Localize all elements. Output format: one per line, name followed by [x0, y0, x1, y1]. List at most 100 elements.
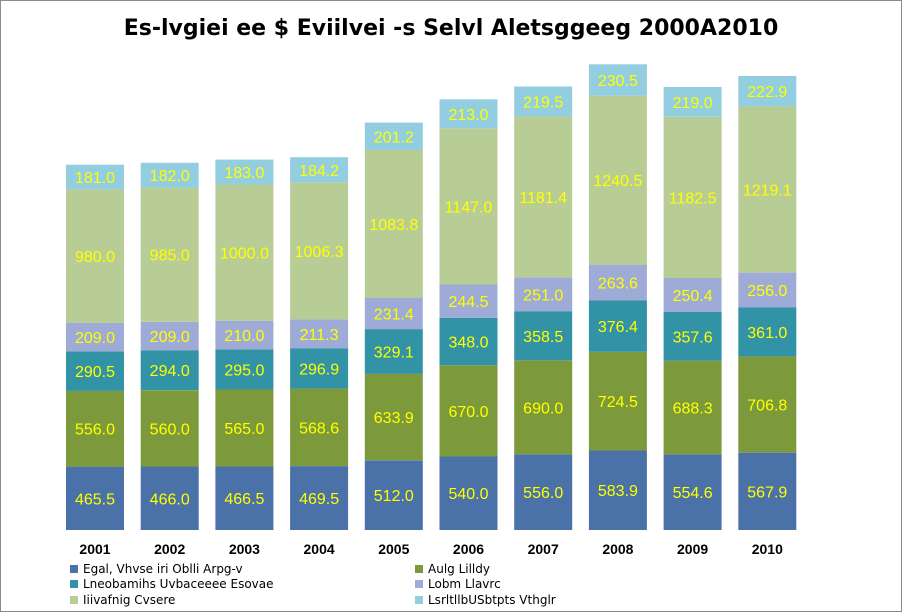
bar-segment-2008-series-1	[588, 450, 647, 530]
legend-swatch	[70, 565, 78, 573]
bar-segment-2003-series-4	[215, 320, 274, 350]
bar-segment-2003-series-2	[215, 389, 274, 467]
bar-segment-2007-series-5	[514, 116, 573, 278]
data-label-2005-series-2: 633.9	[374, 410, 414, 427]
data-label-2008-series-2: 724.5	[598, 394, 638, 411]
bar-segment-2010-series-3	[738, 307, 797, 357]
data-label-2006-series-4: 244.5	[448, 294, 488, 311]
data-label-2005-series-1: 512.0	[374, 488, 414, 505]
data-label-2003-series-2: 565.0	[224, 421, 264, 438]
data-label-2009-series-2: 688.3	[673, 401, 713, 418]
data-label-2008-series-1: 583.9	[598, 483, 638, 500]
data-label-2009-series-6: 219.0	[673, 95, 713, 112]
chart-title: Es-lvgiei ee $ Eviilvei -s Selvl Aletsgg…	[123, 16, 779, 41]
bar-segment-2009-series-4	[663, 277, 722, 312]
bar-segment-2005-series-6	[364, 122, 423, 150]
data-label-2002-series-6: 182.0	[150, 168, 190, 185]
bar-segment-2010-series-4	[738, 272, 797, 308]
bar-segment-2001-series-4	[66, 322, 124, 352]
data-label-2010-series-6: 222.9	[747, 84, 787, 101]
data-label-2005-series-6: 201.2	[374, 129, 414, 146]
legend-label: Lneobamihs Uvbaceeee Esovae	[83, 577, 274, 591]
data-label-2004-series-2: 568.6	[299, 420, 339, 437]
bar-segment-2001-series-1	[66, 466, 124, 530]
data-label-2008-series-5: 1240.5	[593, 173, 642, 190]
data-label-2003-series-5: 1000.0	[220, 246, 269, 263]
bar-segment-2001-series-2	[66, 390, 124, 467]
data-label-2005-series-5: 1083.8	[369, 217, 418, 234]
bar-segment-2008-series-3	[588, 300, 647, 352]
data-label-2001-series-6: 181.0	[75, 170, 115, 187]
data-label-2008-series-4: 263.6	[598, 276, 638, 293]
bar-segment-2006-series-4	[439, 284, 498, 318]
x-tick-label-2010: 2010	[752, 541, 783, 557]
bar-segment-2005-series-2	[364, 373, 423, 461]
bar-segment-2007-series-6	[514, 86, 573, 117]
data-label-2010-series-5: 1219.1	[743, 182, 792, 199]
bar-segment-2001-series-6	[66, 164, 124, 190]
legend-swatch	[415, 596, 423, 604]
legend-swatch	[70, 580, 78, 588]
data-label-2010-series-3: 361.0	[747, 325, 787, 342]
data-label-2003-series-4: 210.0	[224, 328, 264, 345]
legend-label: Egal, Vhvse iri Oblli Arpg-v	[83, 562, 243, 576]
x-tick-label-2007: 2007	[528, 541, 559, 557]
bar-segment-2009-series-5	[663, 116, 722, 279]
bar-segment-2006-series-1	[439, 456, 498, 530]
data-label-2004-series-3: 296.9	[299, 361, 339, 378]
x-tick-label-2004: 2004	[304, 541, 335, 557]
data-label-2006-series-3: 348.0	[448, 335, 488, 352]
bar-segment-2004-series-4	[290, 319, 349, 349]
data-label-2010-series-1: 567.9	[747, 484, 787, 501]
data-label-2009-series-4: 250.4	[673, 288, 713, 305]
legend-swatch	[70, 596, 78, 604]
x-tick-label-2006: 2006	[453, 541, 484, 557]
legend-label: Iiivafnig Cvsere	[83, 593, 176, 607]
bar-segment-2010-series-2	[738, 356, 797, 453]
data-label-2006-series-1: 540.0	[448, 486, 488, 503]
legend-label: Aulg Lilldy	[428, 562, 490, 576]
bar-segment-2004-series-1	[290, 466, 349, 530]
bar-segment-2010-series-5	[738, 106, 797, 273]
bar-segment-2002-series-4	[140, 321, 199, 351]
x-tick-label-2001: 2001	[79, 541, 110, 557]
bar-segment-2007-series-2	[514, 360, 573, 455]
legend-swatch	[415, 580, 423, 588]
bar-segment-2002-series-3	[140, 350, 199, 391]
data-label-2002-series-5: 985.0	[150, 248, 190, 265]
bar-segment-2009-series-1	[663, 454, 722, 530]
legend-label: Lobm Llavrc	[428, 577, 501, 591]
data-label-2001-series-3: 290.5	[75, 364, 115, 381]
data-label-2007-series-6: 219.5	[523, 94, 563, 111]
x-tick-label-2009: 2009	[677, 541, 708, 557]
bar-segment-2006-series-6	[439, 99, 498, 129]
x-tick-label-2002: 2002	[154, 541, 185, 557]
legend-item-series-4: Lobm Llavrc	[415, 577, 501, 591]
bar-segment-2007-series-3	[514, 311, 573, 361]
data-label-2007-series-1: 556.0	[523, 485, 563, 502]
bar-segment-2001-series-3	[66, 351, 124, 391]
data-label-2005-series-3: 329.1	[374, 345, 414, 362]
bar-segment-2003-series-3	[215, 349, 274, 390]
x-tick-label-2005: 2005	[378, 541, 409, 557]
data-label-2004-series-1: 469.5	[299, 491, 339, 508]
data-label-2004-series-6: 184.2	[299, 163, 339, 180]
bar-segment-2003-series-6	[215, 159, 274, 185]
bar-segment-2005-series-5	[364, 150, 423, 298]
data-label-2002-series-4: 209.0	[150, 329, 190, 346]
data-label-2002-series-1: 466.0	[150, 491, 190, 508]
data-label-2003-series-1: 466.5	[224, 491, 264, 508]
legend-item-series-1: Egal, Vhvse iri Oblli Arpg-v	[70, 562, 243, 576]
bar-segment-2006-series-3	[439, 317, 498, 366]
data-label-2009-series-1: 554.6	[673, 485, 713, 502]
bar-segment-2004-series-3	[290, 348, 349, 389]
bar-segment-2002-series-6	[140, 162, 199, 188]
bar-segment-2009-series-2	[663, 360, 722, 455]
data-label-2007-series-2: 690.0	[523, 400, 563, 417]
bar-segment-2007-series-1	[514, 454, 573, 530]
data-label-2004-series-4: 211.3	[300, 327, 339, 344]
bar-segment-2004-series-6	[290, 157, 349, 183]
legend-swatch	[415, 565, 423, 573]
data-label-2007-series-3: 358.5	[523, 329, 563, 346]
